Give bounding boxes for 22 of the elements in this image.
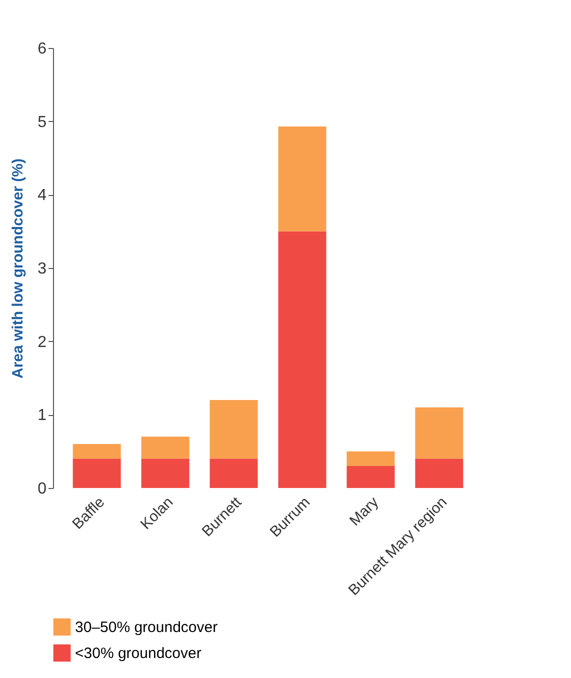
bar (141, 458, 190, 488)
y-tick-label: 5 (38, 114, 47, 131)
bar (278, 126, 326, 232)
bar (346, 466, 395, 488)
y-tick-label: 4 (38, 187, 47, 204)
bar (278, 231, 326, 488)
bar (141, 436, 190, 459)
y-axis-title: Area with low groundcover (%) (10, 158, 27, 379)
bar (346, 451, 395, 466)
bar (72, 444, 121, 459)
bar (415, 458, 464, 488)
legend-label: <30% groundcover (75, 645, 202, 662)
bar (72, 458, 121, 488)
bar (415, 407, 464, 459)
bar (210, 400, 258, 459)
y-tick-label: 2 (38, 334, 47, 351)
legend-label: 30–50% groundcover (75, 619, 218, 636)
bar (210, 458, 258, 488)
y-tick-label: 6 (38, 40, 47, 58)
y-tick-label: 3 (38, 260, 47, 278)
y-tick-label: 1 (38, 407, 47, 424)
y-tick-label: 0 (38, 480, 47, 498)
